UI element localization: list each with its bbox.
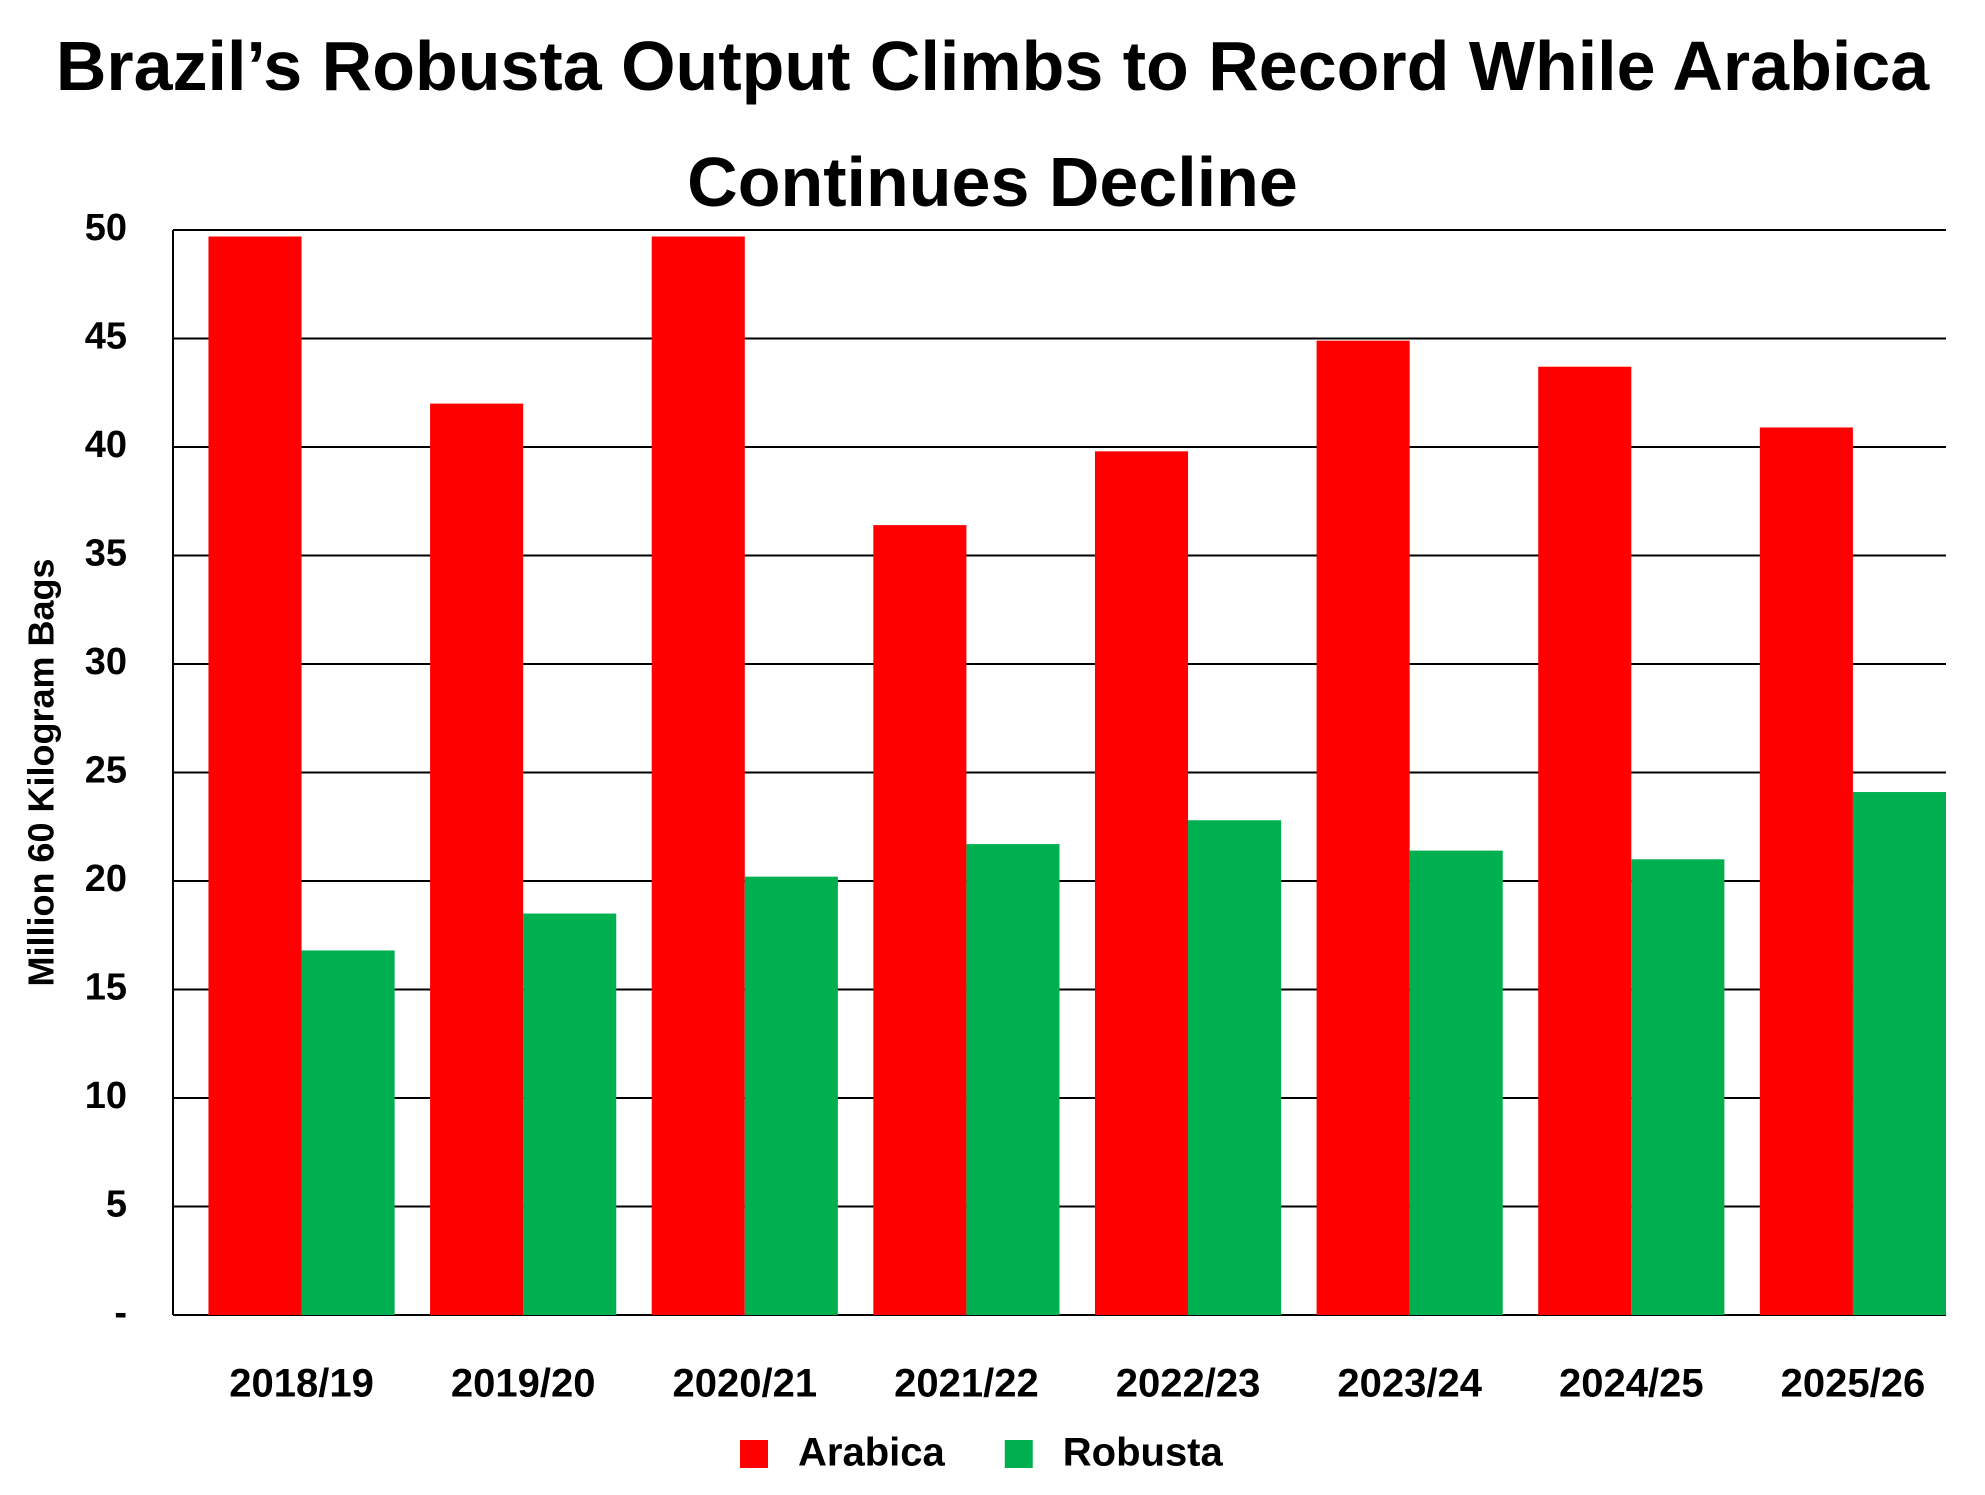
y-tick-label: 5 — [106, 1184, 127, 1226]
y-tick-label: 45 — [85, 316, 127, 358]
x-tick-label: 2025/26 — [1781, 1362, 1926, 1406]
y-tick-label: 15 — [85, 967, 127, 1009]
legend-label: Arabica — [798, 1431, 945, 1475]
chart-title: Brazil’s Robusta Output Climbs to Record… — [55, 27, 1930, 221]
x-tick-label: 2023/24 — [1337, 1362, 1482, 1406]
y-tick-label: 40 — [85, 424, 127, 466]
legend-swatch — [740, 1440, 768, 1468]
bar — [1852, 792, 1946, 1315]
x-tick-label: 2018/19 — [229, 1362, 374, 1406]
x-tick-label: 2022/23 — [1116, 1362, 1261, 1406]
bar — [523, 913, 617, 1315]
x-tick-label: 2024/25 — [1559, 1362, 1704, 1406]
bar — [966, 844, 1060, 1315]
x-tick-label: 2021/22 — [894, 1362, 1039, 1406]
bar — [1759, 427, 1853, 1316]
y-tick-label: 20 — [85, 858, 127, 900]
bar — [651, 236, 745, 1315]
bar — [1631, 859, 1725, 1315]
y-axis-title: Million 60 Kilogram Bags — [21, 558, 62, 986]
y-tick-label: 10 — [85, 1075, 127, 1117]
x-tick-label: 2019/20 — [451, 1362, 596, 1406]
y-tick-label: 35 — [85, 533, 127, 575]
bar — [430, 403, 524, 1316]
bar — [1188, 820, 1282, 1315]
bar — [744, 876, 838, 1315]
bar — [208, 236, 302, 1315]
y-tick-label: 50 — [85, 207, 127, 249]
y-tick-label: 30 — [85, 641, 127, 683]
bar — [1094, 451, 1189, 1316]
bar — [873, 525, 967, 1315]
bar — [1409, 850, 1503, 1315]
bar — [301, 950, 395, 1315]
bar — [1538, 366, 1632, 1316]
y-tick-label: - — [114, 1292, 127, 1334]
legend-label: Robusta — [1063, 1431, 1224, 1475]
legend-swatch — [1004, 1440, 1033, 1468]
bar — [1316, 340, 1410, 1315]
x-tick-label: 2020/21 — [672, 1362, 817, 1406]
y-tick-label: 25 — [85, 750, 127, 792]
